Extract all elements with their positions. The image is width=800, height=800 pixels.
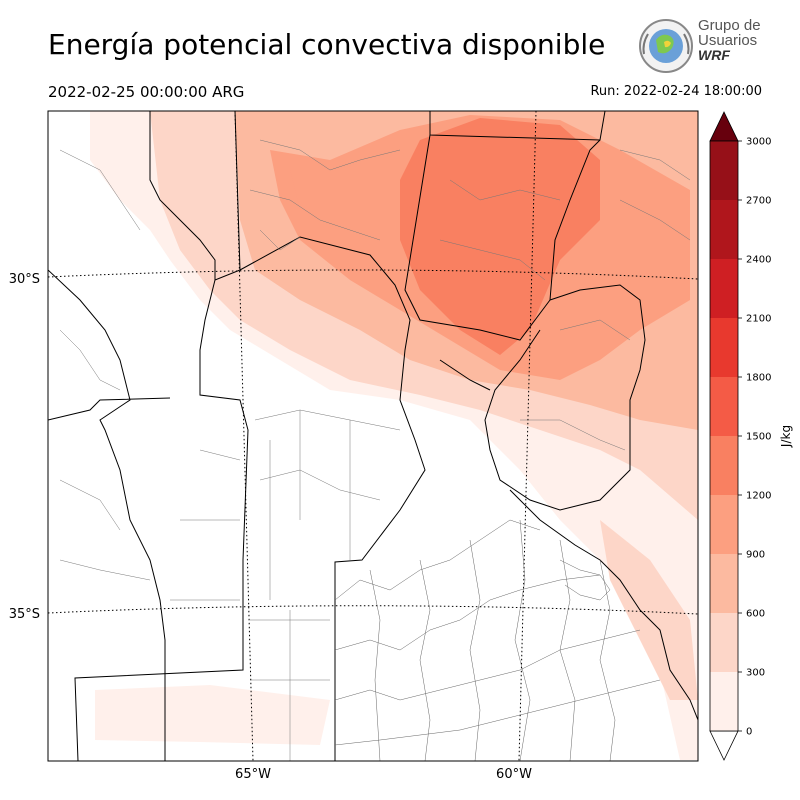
colorbar-unit: J/kg xyxy=(779,425,793,448)
colorbar-tick-label: 900 xyxy=(746,550,765,561)
colorbar-tick-label: 1500 xyxy=(746,432,771,443)
cape-fill xyxy=(48,111,698,761)
lat-label-35s: 35°S xyxy=(9,607,40,622)
colorbar-tick-label: 300 xyxy=(746,668,765,679)
colorbar-under-arrow xyxy=(709,730,739,761)
colorbar: 0 300 600 900 1200 1500 1800 2100 2400 2700 3000 J… xyxy=(709,111,793,761)
map-frame xyxy=(47,110,699,762)
colorbar-block xyxy=(710,672,738,731)
lon-label-65w: 65°W xyxy=(235,767,271,782)
globe-logo-icon xyxy=(639,19,693,73)
colorbar-tick-label: 1200 xyxy=(746,491,771,502)
political-boundaries xyxy=(48,111,698,761)
map-title: Energía potencial convectiva disponible xyxy=(48,28,606,61)
lat-label-30s: 30°S xyxy=(9,272,40,287)
colorbar-tick-label: 0 xyxy=(746,727,752,738)
colorbar-frame xyxy=(709,140,739,732)
colorbar-block xyxy=(710,613,738,672)
lon-label-60w: 60°W xyxy=(496,767,532,782)
colorbar-block xyxy=(710,200,738,259)
colorbar-tick-label: 3000 xyxy=(746,137,771,148)
wrf-users-logo: Grupo de Usuarios WRF xyxy=(638,14,763,74)
colorbar-over-arrow xyxy=(709,111,739,142)
colorbar-tick-label: 2400 xyxy=(746,255,771,266)
colorbar-tick-label: 2700 xyxy=(746,196,771,207)
colorbar-tick-label: 2100 xyxy=(746,314,771,325)
colorbar-block xyxy=(710,436,738,495)
colorbar-block xyxy=(710,141,738,200)
valid-time: 2022-02-25 00:00:00 ARG xyxy=(48,83,245,101)
colorbar-block xyxy=(710,318,738,377)
graticule xyxy=(48,111,698,761)
logo-line-2: Usuarios xyxy=(698,32,758,49)
colorbar-tick-label: 1800 xyxy=(746,373,771,384)
logo-line-3: WRF xyxy=(698,47,730,63)
colorbar-block xyxy=(710,554,738,613)
colorbar-block xyxy=(710,259,738,318)
colorbar-block xyxy=(710,377,738,436)
colorbar-tick-label: 600 xyxy=(746,609,765,620)
colorbar-block xyxy=(710,495,738,554)
logo-line-1: Grupo de xyxy=(698,17,761,34)
run-time: Run: 2022-02-24 18:00:00 xyxy=(590,84,762,99)
